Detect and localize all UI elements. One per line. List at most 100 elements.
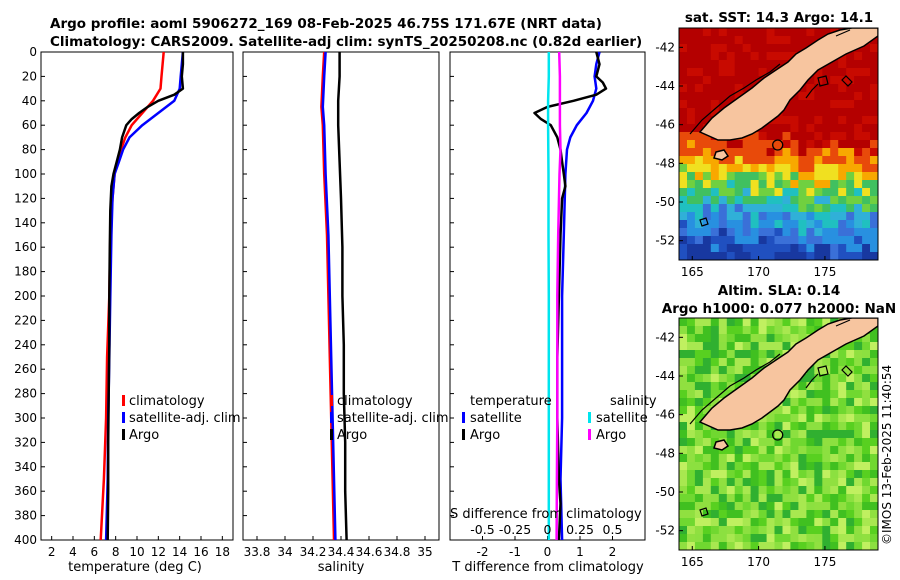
- sst-cell: [854, 196, 863, 205]
- sla-cell: [694, 542, 704, 550]
- sla-cell: [790, 326, 799, 335]
- sst-cell: [822, 148, 831, 157]
- sla-cell: [694, 430, 704, 439]
- sst-cell: [798, 180, 807, 189]
- sla-cell: [790, 526, 799, 535]
- sst-cell: [790, 140, 799, 149]
- sla-cell: [822, 358, 831, 367]
- sst-cell: [870, 252, 878, 260]
- sst-cell: [702, 44, 712, 53]
- sla-cell: [766, 318, 776, 327]
- sla-cell: [734, 326, 744, 335]
- sst-cell: [750, 44, 760, 53]
- x-tick-label: 33.8: [244, 545, 271, 559]
- sla-cell: [710, 374, 720, 383]
- sla-cell: [782, 542, 792, 550]
- sst-cell: [742, 148, 752, 157]
- sst-cell: [798, 204, 807, 213]
- y-tick-label: -52: [655, 234, 675, 248]
- sla-cell: [734, 366, 744, 375]
- sst-cell: [679, 108, 688, 117]
- sst-cell: [838, 172, 847, 181]
- sla-cell: [854, 486, 863, 495]
- sla-cell: [862, 502, 871, 511]
- sst-cell: [710, 44, 720, 53]
- sla-cell: [710, 438, 720, 447]
- sla-cell: [734, 438, 744, 447]
- sla-cell: [838, 526, 847, 535]
- sst-cell: [806, 156, 815, 165]
- sst-cell: [687, 60, 696, 69]
- sla-cell: [790, 486, 799, 495]
- s-tick-label: 0.5: [603, 522, 623, 537]
- sst-cell: [687, 236, 696, 245]
- sla-cell: [854, 430, 863, 439]
- sla-cell: [774, 318, 784, 327]
- sst-cell: [758, 236, 768, 245]
- sst-cell: [710, 148, 720, 157]
- sla-cell: [870, 374, 878, 383]
- sst-cell: [726, 36, 736, 45]
- sst-cell: [846, 196, 855, 205]
- sla-cell: [798, 534, 807, 543]
- sst-cell: [806, 76, 815, 85]
- sla-cell: [702, 462, 712, 471]
- sst-cell: [870, 172, 878, 181]
- y-tick-label: 120: [14, 191, 37, 205]
- sla-cell: [766, 342, 776, 351]
- y-tick-label: 0: [29, 45, 37, 59]
- sst-cell: [806, 164, 815, 173]
- sst-cell: [830, 156, 839, 165]
- stewart-island: [713, 439, 730, 451]
- sla-cell: [790, 422, 799, 431]
- sla-cell: [782, 422, 792, 431]
- sla-cell: [830, 358, 839, 367]
- sla-cell: [726, 334, 736, 343]
- sla-cell: [694, 422, 704, 431]
- sst-cell: [774, 116, 784, 125]
- sst-cell: [870, 52, 878, 61]
- sla-cell: [734, 350, 744, 359]
- sst-cell: [798, 236, 807, 245]
- sst-cell: [758, 212, 768, 221]
- sst-cell: [854, 156, 863, 165]
- sla-cell: [846, 398, 855, 407]
- sst-cell: [822, 124, 831, 133]
- sla-cell: [766, 542, 776, 550]
- sla-cell: [854, 462, 863, 471]
- sst-cell: [830, 196, 839, 205]
- sla-cell: [702, 350, 712, 359]
- sla-cell: [854, 350, 863, 359]
- sla-cell: [862, 542, 871, 550]
- sla-cell: [782, 494, 792, 503]
- sla-cell: [687, 542, 696, 550]
- sst-cell: [726, 212, 736, 221]
- sst-cell: [870, 108, 878, 117]
- chatham-blob: [699, 507, 709, 517]
- sla-cell: [774, 526, 784, 535]
- sst-cell: [726, 92, 736, 101]
- sst-cell: [822, 28, 831, 37]
- sst-cell: [862, 76, 871, 85]
- y-tick-label: 300: [14, 411, 37, 425]
- sla-cell: [758, 454, 768, 463]
- sla-cell: [718, 350, 728, 359]
- sst-cell: [679, 92, 688, 101]
- sla-cell: [822, 470, 831, 479]
- sla-cell: [782, 478, 792, 487]
- sst-cell: [694, 148, 704, 157]
- sst-cell: [679, 228, 688, 237]
- sla-cell: [774, 326, 784, 335]
- sla-cell: [718, 430, 728, 439]
- sst-cell: [846, 116, 855, 125]
- sla-cell: [726, 382, 736, 391]
- sla-cell: [742, 462, 752, 471]
- sla-cell: [838, 406, 847, 415]
- sla-cell: [846, 518, 855, 527]
- sst-cell: [798, 124, 807, 133]
- sst-cell: [782, 36, 792, 45]
- sla-cell: [846, 446, 855, 455]
- sla-map-title-line2: Argo h1000: 0.077 h2000: NaN: [662, 301, 896, 317]
- sla-cell: [806, 430, 815, 439]
- x-tick-label: 16: [193, 545, 208, 559]
